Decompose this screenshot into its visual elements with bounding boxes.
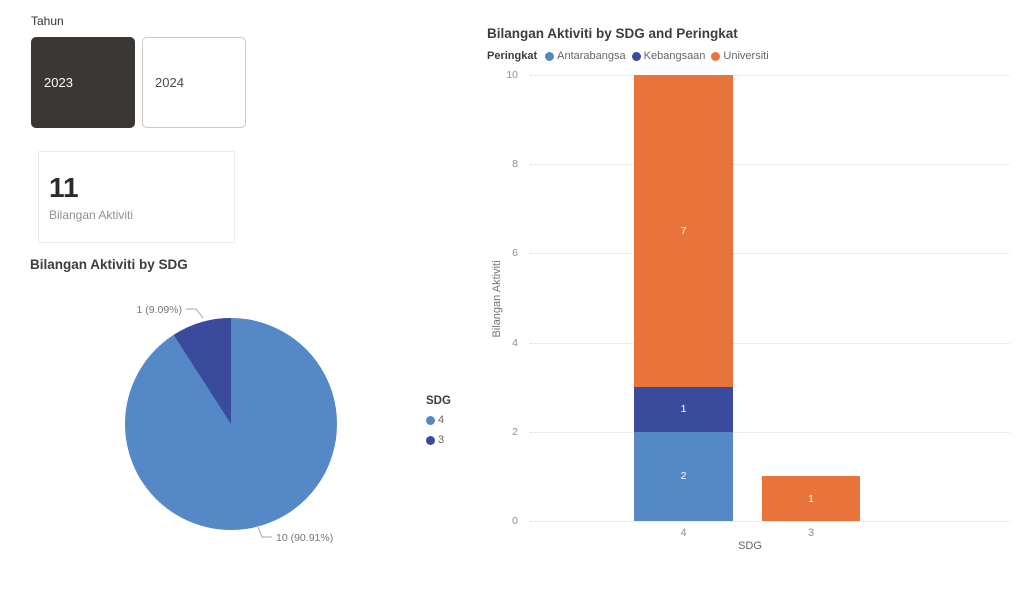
legend-dot-sdg-3-icon [426,435,435,445]
legend-label-universiti: Universiti [723,50,769,62]
kpi-card: 11 Bilangan Aktiviti [38,151,235,243]
y-tick-0: 0 [512,515,518,527]
pie-legend-label-sdg-3: 3 [438,434,445,446]
legend-label-antarabangsa: Antarabangsa [557,50,626,62]
gridline-8 [530,164,1010,166]
bar-sdg-4-segment-kebangsaan[interactable]: 1 [634,387,733,432]
gridline-2 [530,431,1010,433]
pie-callout-label-sdg-4: 10 (90.91%) [276,532,333,544]
year-button-2023[interactable]: 2023 [31,37,135,128]
legend-dot-universiti-icon [711,51,721,61]
kpi-label: Bilangan Aktiviti [49,208,134,222]
bar-sdg-3-segment-universiti[interactable]: 1 [762,476,860,521]
y-tick-10: 10 [506,69,518,81]
pie-legend-label-sdg-4: 4 [438,414,445,426]
pie-legend-item-sdg-3[interactable]: 3 [426,434,453,446]
pie-legend-item-sdg-4[interactable]: 4 [426,414,453,426]
legend-item-kebangsaan[interactable]: Kebangsaan [631,50,706,62]
y-tick-4: 4 [512,337,518,349]
x-tick-sdg-3: 3 [807,527,815,539]
bar-chart-title: Bilangan Aktiviti by SDG and Peringkat [487,26,738,41]
bar-sdg-3-universiti-label: 1 [808,492,814,505]
bar-sdg-4-segment-antarabangsa[interactable]: 2 [634,431,733,521]
x-tick-sdg-4: 4 [680,527,687,539]
legend-item-antarabangsa[interactable]: Antarabangsa [545,50,626,62]
legend-dot-antarabangsa-icon [545,51,555,61]
year-button-2023-label: 2023 [44,75,73,90]
y-tick-8: 8 [512,158,518,170]
legend-label-kebangsaan: Kebangsaan [643,50,706,62]
bar-sdg-4-segment-universiti[interactable]: 7 [634,75,733,388]
legend-dot-sdg-4-icon [426,415,435,425]
legend-dot-kebangsaan-icon [631,51,641,61]
bar-sdg-4: 7 1 2 [634,75,733,521]
pie-legend-title: SDG [426,395,451,407]
gridline-10 [530,75,1010,76]
bar-chart-legend: Peringkat Antarabangsa Kebangsaan Univer… [487,50,769,62]
pie-slice-sdg-3[interactable] [173,318,231,424]
gridline-0 [530,521,1010,522]
legend-item-universiti[interactable]: Universiti [711,50,769,62]
y-tick-2: 2 [512,426,518,438]
bar-sdg-3: 1 [762,476,860,521]
bar-sdg-4-kebangsaan-label: 1 [680,403,687,416]
bar-sdg-4-antarabangsa-label: 2 [680,470,687,483]
bar-legend-title: Peringkat [487,50,538,62]
pie-callout-leader-sdg-3 [186,308,204,319]
pie-chart-title: Bilangan Aktiviti by SDG [30,257,188,272]
gridline-6 [530,253,1010,255]
slicer-title-tahun: Tahun [31,14,64,28]
pie-chart: 1 (9.09%) 10 (90.91%) [125,304,337,544]
kpi-value: 11 [49,172,79,203]
x-axis-title: SDG [738,540,762,552]
year-button-2024[interactable]: 2024 [142,37,246,128]
year-button-2024-label: 2024 [155,75,184,90]
pie-callout-leader-sdg-4 [257,526,272,538]
y-tick-6: 6 [512,247,518,259]
bar-chart-plot-area: 7 1 2 1 [530,75,1010,522]
bar-sdg-4-universiti-label: 7 [680,225,687,238]
pie-callout-label-sdg-3: 1 (9.09%) [136,304,182,316]
gridline-4 [530,342,1010,344]
y-axis-title: Bilangan Aktiviti [491,260,503,338]
pie-legend: SDG 4 3 [426,395,453,454]
